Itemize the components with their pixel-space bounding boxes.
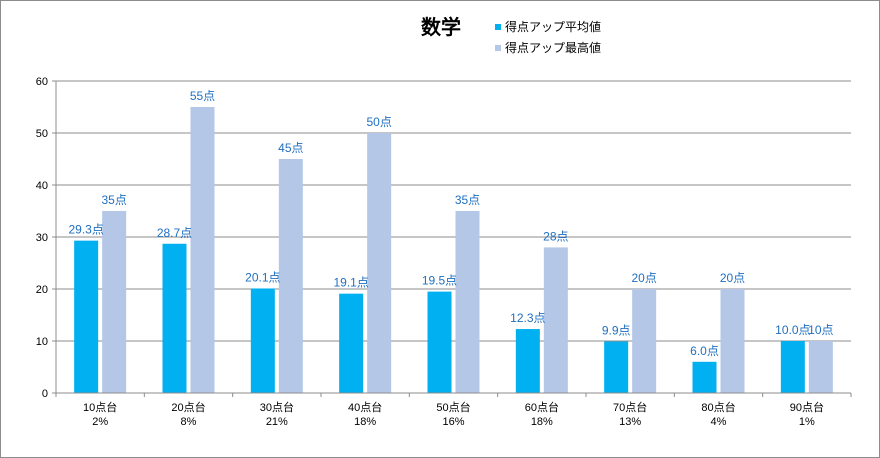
x-tick-sublabel: 18% <box>531 416 553 428</box>
y-tick-label: 40 <box>36 180 48 192</box>
y-tick-label: 50 <box>36 128 48 140</box>
bar-average-4 <box>339 293 364 393</box>
legend-swatch-2 <box>495 45 501 51</box>
x-tick-sublabel: 13% <box>619 416 641 428</box>
bar-average-1 <box>74 240 99 393</box>
bar-average-7 <box>604 341 629 393</box>
x-tick-label: 20点台 <box>171 400 205 414</box>
bar-max-1 <box>102 211 127 393</box>
bar-average-8 <box>692 361 717 393</box>
bar-max-3 <box>278 159 303 393</box>
bar-max-7 <box>632 289 657 393</box>
y-axis: 0 10 20 30 40 50 60 <box>36 76 57 400</box>
data-label-max-8: 20点 <box>720 271 745 285</box>
data-label-max-2: 55点 <box>190 89 215 103</box>
x-tick-label: 30点台 <box>260 400 294 414</box>
x-tick-label: 60点台 <box>525 400 559 414</box>
data-label-average-3: 20.1点 <box>245 270 280 284</box>
legend-swatch-1 <box>495 24 501 30</box>
data-label-average-6: 12.3点 <box>510 311 545 325</box>
y-tick-label: 60 <box>36 76 48 88</box>
y-tick-label: 10 <box>36 336 48 348</box>
x-tick-label: 50点台 <box>436 400 470 414</box>
x-axis: 10点台 2% 20点台 8% 30点台 21% 40点台 18% 50点台 16% 60点台 18%… <box>55 392 852 428</box>
x-tick-label: 40点台 <box>348 400 382 414</box>
legend-label-1: 得点アップ平均値 <box>505 19 601 34</box>
x-tick-label: 90点台 <box>790 400 824 414</box>
data-label-max-5: 35点 <box>455 193 480 207</box>
x-tick-label: 80点台 <box>701 400 735 414</box>
x-tick-label: 70点台 <box>613 400 647 414</box>
bar-average-3 <box>250 288 275 393</box>
y-tick-label: 30 <box>36 232 48 244</box>
y-tick-label: 0 <box>42 388 48 400</box>
data-label-max-1: 35点 <box>101 193 126 207</box>
chart-title: 数学 <box>421 15 461 39</box>
bar-max-4 <box>367 133 392 393</box>
data-labels: 29.3点 35点 28.7点 55点 20.1点 45点 19.1点 50点 19.5点 35点… <box>68 89 833 358</box>
data-label-max-6: 28点 <box>543 229 568 243</box>
x-tick-sublabel: 18% <box>354 416 376 428</box>
legend-label-2: 得点アップ最高値 <box>505 40 601 55</box>
bar-max-9 <box>808 341 833 393</box>
x-tick-sublabel: 4% <box>711 416 727 428</box>
x-tick-label: 10点台 <box>83 400 117 414</box>
bar-max-5 <box>455 211 480 393</box>
data-label-average-4: 19.1点 <box>333 276 368 290</box>
bars <box>74 107 833 393</box>
bar-max-8 <box>720 289 745 393</box>
y-tick-label: 20 <box>36 284 48 296</box>
gridlines <box>56 80 851 342</box>
x-tick-sublabel: 8% <box>181 416 197 428</box>
x-tick-sublabel: 1% <box>799 416 815 428</box>
data-label-average-2: 28.7点 <box>157 226 192 240</box>
data-label-max-4: 50点 <box>366 115 391 129</box>
data-label-max-9: 10点 <box>808 323 833 337</box>
data-label-average-8: 6.0点 <box>690 344 719 358</box>
x-tick-sublabel: 21% <box>266 416 288 428</box>
x-tick-sublabel: 16% <box>442 416 464 428</box>
data-label-average-1: 29.3点 <box>68 223 103 237</box>
bar-average-2 <box>162 243 187 393</box>
bar-average-6 <box>515 329 540 393</box>
bar-average-5 <box>427 291 452 393</box>
bar-max-6 <box>543 247 568 393</box>
bar-average-9 <box>780 341 805 393</box>
data-label-average-7: 9.9点 <box>602 324 631 338</box>
data-label-max-3: 45点 <box>278 141 303 155</box>
data-label-average-5: 19.5点 <box>422 274 457 288</box>
data-label-max-7: 20点 <box>631 271 656 285</box>
bar-max-2 <box>190 107 215 393</box>
x-tick-sublabel: 2% <box>92 416 108 428</box>
data-label-average-9: 10.0点 <box>775 323 810 337</box>
